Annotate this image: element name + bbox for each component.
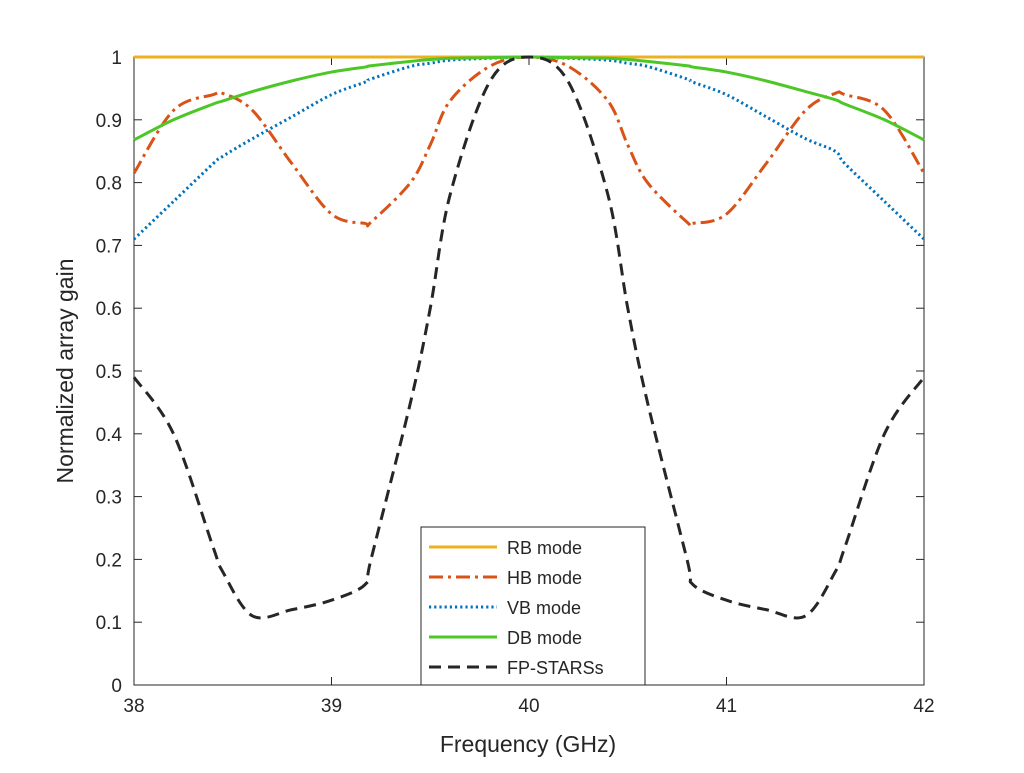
series-line-vb-mode xyxy=(132,55,926,241)
y-tick-label: 0.8 xyxy=(96,174,122,195)
x-tick-label: 41 xyxy=(716,696,737,717)
y-tick-label: 0.4 xyxy=(96,425,123,446)
series-line-fp-starss xyxy=(132,55,926,620)
x-tick-label: 39 xyxy=(321,696,342,717)
legend-label: DB mode xyxy=(507,628,582,648)
legend-label: VB mode xyxy=(507,598,581,618)
legend-box xyxy=(420,526,646,686)
x-axis-label: Frequency (GHz) xyxy=(440,731,616,757)
y-tick-label: 0.1 xyxy=(96,613,122,634)
x-tick-label: 40 xyxy=(518,696,539,717)
legend-label: FP-STARSs xyxy=(507,658,604,678)
legend-label: HB mode xyxy=(507,568,582,588)
x-tick-label: 42 xyxy=(913,696,934,717)
y-axis-label: Normalized array gain xyxy=(52,259,78,484)
y-tick-label: 0.2 xyxy=(96,550,122,571)
y-tick-label: 0.3 xyxy=(96,488,122,509)
y-tick-label: 0.6 xyxy=(96,299,122,320)
y-tick-label: 0.7 xyxy=(96,236,122,257)
y-tick-label: 0.9 xyxy=(96,111,122,132)
y-tick-label: 0 xyxy=(111,676,122,697)
y-tick-label: 1 xyxy=(111,48,122,69)
x-tick-label: 38 xyxy=(123,696,144,717)
legend-label: RB mode xyxy=(507,538,582,558)
y-tick-label: 0.5 xyxy=(96,362,122,383)
